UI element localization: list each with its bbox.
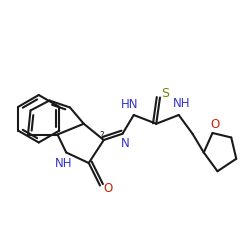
Text: HN: HN bbox=[120, 98, 138, 111]
Text: N: N bbox=[120, 137, 130, 150]
Text: O: O bbox=[210, 118, 220, 132]
Text: O: O bbox=[104, 182, 113, 194]
Text: NH: NH bbox=[172, 97, 190, 110]
Text: ?: ? bbox=[100, 131, 104, 140]
Text: S: S bbox=[162, 87, 170, 100]
Text: NH: NH bbox=[55, 157, 72, 170]
